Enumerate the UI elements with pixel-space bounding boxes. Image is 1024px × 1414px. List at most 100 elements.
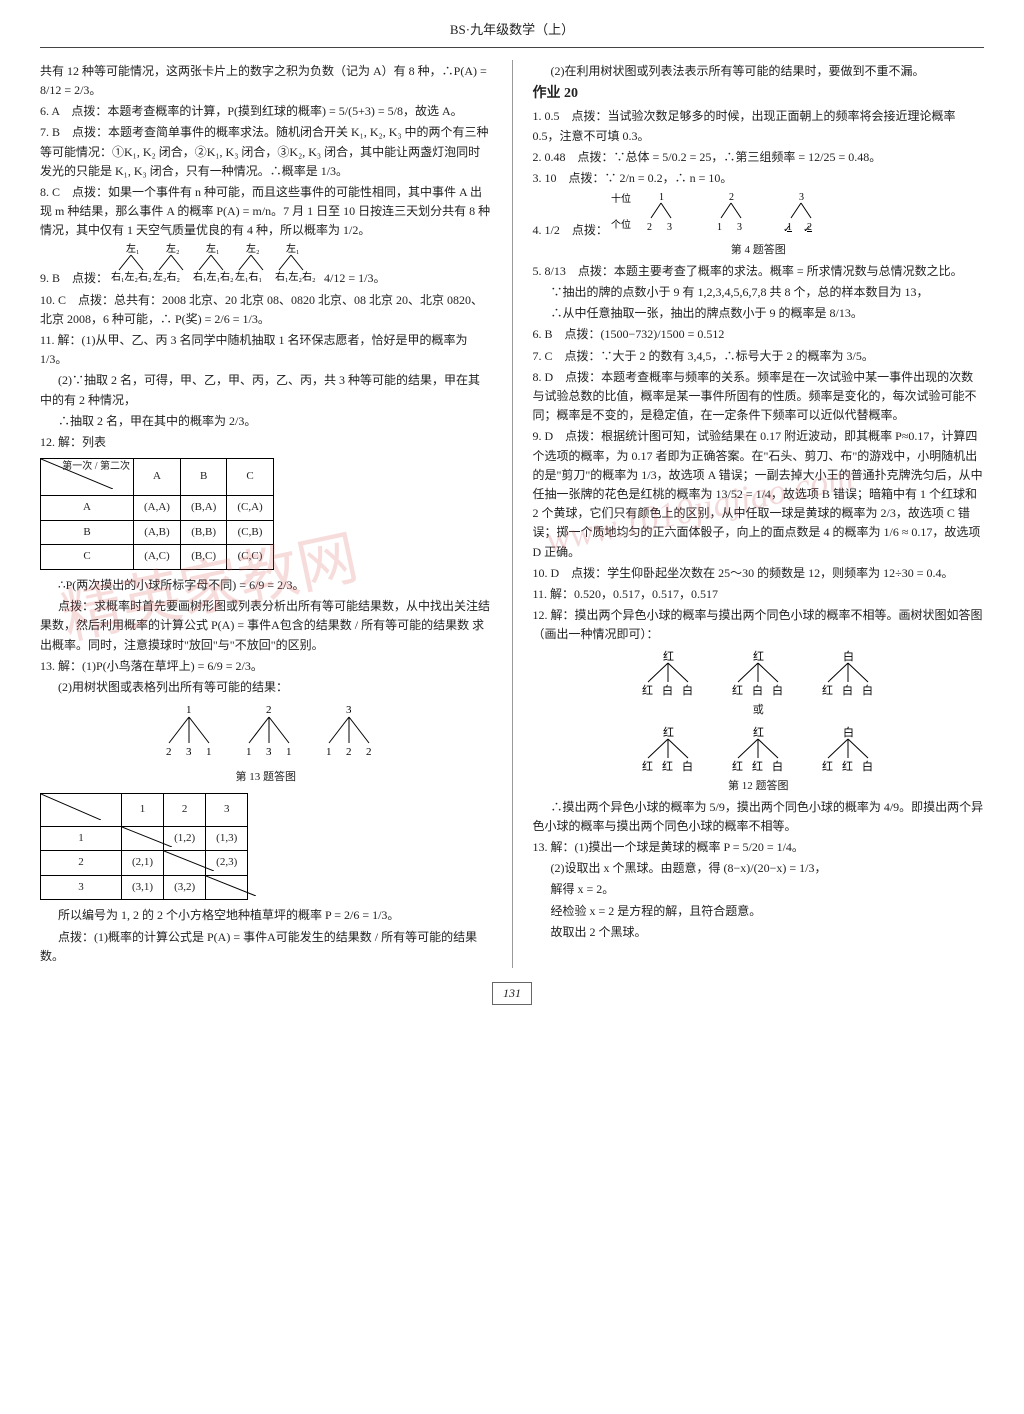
svg-text:白: 白 [682, 683, 693, 696]
cell: B [41, 520, 134, 545]
svg-text:白: 白 [772, 759, 783, 772]
svg-text:3: 3 [186, 746, 192, 758]
svg-text:红: 红 [663, 726, 674, 739]
cell: (B,A) [180, 496, 226, 521]
text: 所以编号为 1, 2 的 2 个小方格空地种植草坪的概率 P = 2/6 = 1… [40, 906, 492, 925]
cell [206, 875, 248, 900]
svg-text:右₁左₂右₂: 右₁左₂右₂ [275, 270, 315, 282]
svg-text:红: 红 [662, 760, 673, 772]
svg-text:左₂: 左₂ [166, 242, 180, 255]
svg-text:红: 红 [753, 726, 764, 739]
svg-text:1: 1 [717, 222, 722, 233]
tree-diagram: 左₁左₂左₁左₂左₁ 右₁左₂右₂左₂右₂右₁左₁右₂左₁右₁右₁左₂右₂ [111, 242, 321, 282]
text: 12. 解：列表 [40, 433, 492, 452]
cell: 3 [41, 875, 122, 900]
text: (2)在利用树状图或列表法表示所有等可能的结果时，要做到不重不漏。 [533, 62, 985, 81]
cell: (3,2) [164, 875, 206, 900]
text: 点拨：求概率时首先要画树形图或列表分析出所有等可能结果数，从中找出关注结果数，然… [40, 597, 492, 655]
cell: (C,B) [227, 520, 273, 545]
svg-text:1: 1 [286, 746, 292, 758]
cell: (2,1) [122, 851, 164, 876]
svg-text:2: 2 [266, 704, 272, 716]
tree-12b: 红红白 红红白 红红白 红红白 [533, 726, 985, 772]
tree-12a: 红红白 红白白 红白白 红白白 [533, 650, 985, 696]
svg-text:个位: 个位 [611, 218, 631, 231]
svg-text:3: 3 [799, 192, 804, 203]
text: 4/12 = 1/3。 [324, 271, 385, 285]
svg-text:白: 白 [843, 650, 854, 663]
svg-text:✓: ✓ [803, 224, 811, 234]
text: 3. 10 点拨：∵ 2/n = 0.2，∴ n = 10。 [533, 169, 985, 188]
svg-text:2: 2 [366, 746, 372, 758]
cell: C [41, 545, 134, 570]
text: (2)∵抽取 2 名，可得，甲、乙，甲、丙，乙、丙，共 3 种等可能的结果，甲在… [40, 371, 492, 409]
cell: (1,3) [206, 826, 248, 851]
svg-text:3: 3 [737, 222, 742, 233]
cell: (B,B) [180, 520, 226, 545]
text: 2. 0.48 点拨：∵总体 = 5/0.2 = 25，∴第三组频率 = 12/… [533, 148, 985, 167]
svg-text:2: 2 [729, 192, 734, 203]
svg-text:右₁左₁右₂: 右₁左₁右₂ [193, 270, 233, 282]
svg-text:红: 红 [642, 684, 653, 696]
section-title: 作业 20 [533, 83, 985, 105]
cell: (C,C) [227, 545, 273, 570]
text: 8. D 点拨：本题考查概率与频率的关系。频率是在一次试验中某一事件出现的次数与… [533, 368, 985, 426]
cell: 1 [41, 826, 122, 851]
svg-text:2: 2 [647, 222, 652, 233]
svg-text:左₁右₁: 左₁右₁ [235, 270, 262, 282]
cell: (A,A) [134, 496, 181, 521]
tree-4: 十位个位 123 23 13 12 ✓✓ [611, 190, 841, 234]
svg-text:红: 红 [642, 760, 653, 772]
svg-text:红: 红 [753, 650, 764, 663]
cell: 3 [206, 793, 248, 826]
svg-text:红: 红 [822, 684, 833, 696]
text: 10. C 点拨：总共有：2008 北京、20 北京 08、0820 北京、08… [40, 291, 492, 329]
text: ∵抽出的牌的点数小于 9 有 1,2,3,4,5,6,7,8 共 8 个，总的样… [533, 283, 985, 302]
text: 9. B 点拨： 左₁左₂左₁左₂左₁ 右₁左₂右₂左₂右₂右₁左₁右₂左₁右₁… [40, 242, 492, 288]
text: 7. C 点拨：∵大于 2 的数有 3,4,5，∴标号大于 2 的概率为 3/5… [533, 347, 985, 366]
svg-text:3: 3 [346, 704, 352, 716]
text: 5. 8/13 点拨：本题主要考查了概率的求法。概率 = 所求情况数与总情况数之… [533, 262, 985, 281]
svg-text:✓: ✓ [783, 224, 791, 234]
cell [164, 851, 206, 876]
text: ∴抽取 2 名，甲在其中的概率为 2/3。 [40, 412, 492, 431]
svg-text:红: 红 [663, 650, 674, 663]
cell: (C,A) [227, 496, 273, 521]
svg-text:左₁: 左₁ [206, 242, 220, 255]
columns: 精英家教网 共有 12 种等可能情况，这两张卡片上的数字之积为负数（记为 A）有… [40, 60, 984, 968]
text: 6. B 点拨：(1500−732)/1500 = 0.512 [533, 325, 985, 344]
text: 或 [533, 702, 985, 720]
cell: A [41, 496, 134, 521]
text: 故取出 2 个黑球。 [533, 923, 985, 942]
text: 11. 解：(1)从甲、乙、丙 3 名同学中随机抽取 1 名环保志愿者，恰好是甲… [40, 331, 492, 369]
svg-text:白: 白 [752, 683, 763, 696]
text: 1. 0.5 点拨：当试验次数足够多的时候，出现正面朝上的频率将会接近理论概率 … [533, 107, 985, 145]
text: 9. D 点拨：根据统计图可知，试验结果在 0.17 附近波动，即其概率 P≈0… [533, 427, 985, 561]
svg-text:白: 白 [862, 683, 873, 696]
page-number-text: 131 [492, 982, 532, 1005]
svg-text:白: 白 [843, 726, 854, 739]
text: 4. 1/2 点拨： 十位个位 123 23 13 12 ✓✓ [533, 190, 985, 240]
table-13: 1 2 3 1(1,2)(1,3) 2(2,1)(2,3) 3(3,1)(3,2… [40, 793, 248, 901]
text: 13. 解：(1)摸出一个球是黄球的概率 P = 5/20 = 1/4。 [533, 838, 985, 857]
cell: (A,C) [134, 545, 181, 570]
svg-text:3: 3 [266, 746, 272, 758]
left-column: 精英家教网 共有 12 种等可能情况，这两张卡片上的数字之积为负数（记为 A）有… [40, 60, 492, 968]
text: 4. 1/2 点拨： [533, 223, 608, 237]
cell: 1 [122, 793, 164, 826]
svg-text:1: 1 [206, 746, 212, 758]
svg-text:白: 白 [682, 759, 693, 772]
svg-text:白: 白 [842, 683, 853, 696]
svg-text:红: 红 [732, 760, 743, 772]
svg-text:十位: 十位 [611, 192, 631, 205]
cell: C [227, 459, 273, 496]
svg-text:2: 2 [346, 746, 352, 758]
svg-text:1: 1 [246, 746, 252, 758]
text: (2)用树状图或表格列出所有等可能的结果： [40, 678, 492, 697]
svg-text:3: 3 [667, 222, 672, 233]
svg-text:红: 红 [752, 760, 763, 772]
diag-cell [41, 793, 122, 826]
svg-text:左₂: 左₂ [246, 242, 260, 255]
text: ∴P(两次摸出的小球所标字母不同) = 6/9 = 2/3。 [40, 576, 492, 595]
caption: 第 12 题答图 [533, 778, 985, 796]
